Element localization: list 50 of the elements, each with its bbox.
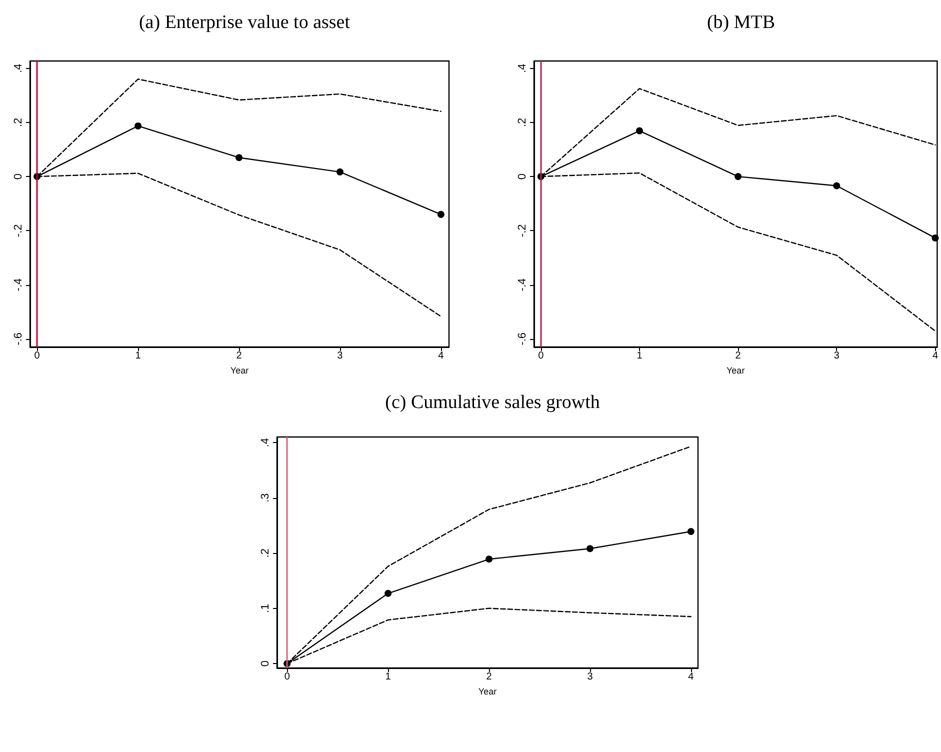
x-tick-label: 0 — [538, 350, 544, 362]
x-tick-label: 1 — [636, 350, 643, 362]
y-tick-label: 0 — [12, 173, 24, 180]
chart-title: (b) MTB — [706, 12, 776, 33]
y-tick-label: .4 — [12, 64, 24, 73]
x-axis-title: Year — [726, 365, 745, 376]
x-tick-label: 2 — [486, 672, 492, 682]
y-tick-label: .1 — [260, 604, 272, 613]
point — [687, 528, 694, 535]
x-tick-label: 4 — [688, 672, 694, 682]
x-tick-label: 2 — [236, 350, 242, 362]
point — [586, 545, 594, 552]
point — [384, 590, 392, 597]
x-tick-label: 3 — [587, 672, 594, 682]
y-tick-label: -.6 — [516, 332, 528, 346]
x-tick-label: 1 — [385, 672, 392, 682]
y-tick-label: -.4 — [12, 278, 24, 292]
x-tick-label: 0 — [34, 350, 40, 362]
y-tick-label: -.2 — [516, 224, 528, 238]
point — [734, 173, 742, 180]
x-tick-label: 1 — [135, 350, 142, 362]
y-tick-label: .2 — [12, 118, 24, 128]
y-tick-label: -.6 — [12, 332, 24, 346]
y-tick-label: -.2 — [12, 224, 24, 238]
y-tick-label: 0 — [516, 173, 528, 180]
y-tick-label: .4 — [260, 438, 272, 448]
x-tick-label: 3 — [337, 350, 344, 362]
chart-title: (c) Cumulative sales growth — [385, 392, 600, 413]
y-tick-label: .3 — [260, 493, 272, 502]
x-tick-label: 4 — [932, 350, 938, 362]
y-tick-label: -.4 — [516, 278, 528, 292]
point — [236, 154, 242, 162]
point — [833, 182, 840, 190]
x-axis-title: Year — [478, 686, 497, 696]
y-tick-label: .2 — [516, 118, 528, 128]
x-tick-label: 3 — [834, 350, 840, 362]
x-tick-label: 2 — [735, 350, 742, 362]
point — [134, 122, 142, 130]
point — [437, 210, 444, 218]
point — [636, 127, 643, 134]
y-tick-label: .2 — [260, 548, 272, 558]
x-tick-label: 0 — [284, 672, 290, 682]
point — [932, 234, 939, 242]
x-tick-label: 4 — [438, 350, 444, 362]
point — [336, 168, 344, 176]
y-tick-label: 0 — [260, 660, 272, 667]
chart-title: (a) Enterprise value to asset — [138, 12, 351, 33]
y-tick-label: .4 — [516, 64, 528, 73]
x-axis-title: Year — [230, 365, 249, 376]
point — [486, 556, 493, 563]
